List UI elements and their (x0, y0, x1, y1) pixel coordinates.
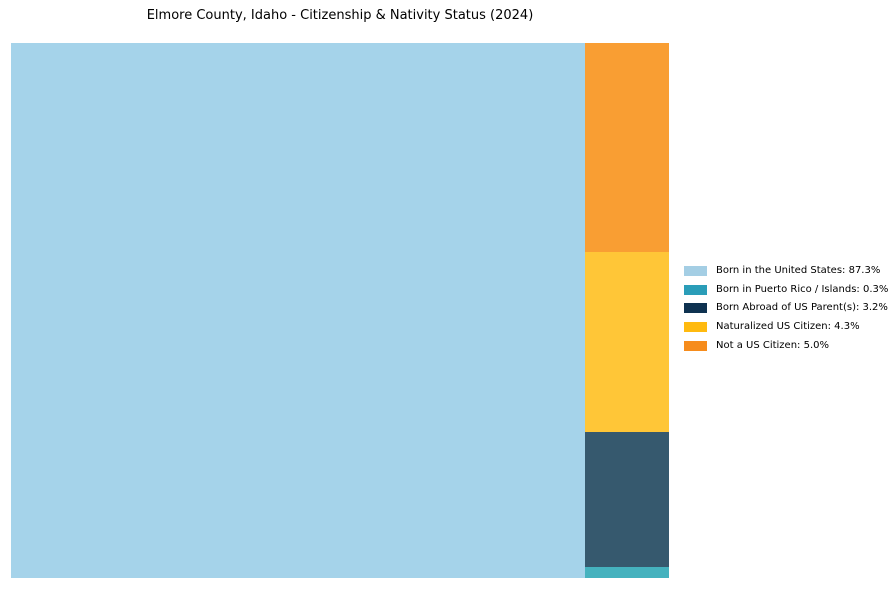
treemap-block-born-abroad-of-us-parents (585, 432, 669, 567)
legend-item-not-a-citizen: Not a US Citizen: 5.0% (684, 339, 888, 351)
legend-item-born-in-puerto-rico: Born in Puerto Rico / Islands: 0.3% (684, 283, 889, 295)
legend-label: Born in Puerto Rico / Islands: 0.3% (716, 283, 889, 295)
legend-swatch-icon (684, 284, 707, 295)
legend-label: Born Abroad of US Parent(s): 3.2% (716, 302, 888, 314)
legend-item-naturalized: Naturalized US Citizen: 4.3% (684, 321, 888, 333)
legend-label: Naturalized US Citizen: 4.3% (716, 321, 860, 333)
legend-swatch-icon (684, 340, 707, 351)
legend-swatch-icon (684, 266, 707, 276)
treemap-block-naturalized-us-citizen (585, 252, 669, 432)
legend-item-born-in-us: Born in the United States: 87.3% (684, 266, 888, 276)
treemap-block-born-in-puerto-rico-islands (585, 567, 669, 578)
legend-label: Born in the United States: 87.3% (716, 265, 881, 276)
treemap-block-born-in-us (11, 43, 585, 578)
legend-swatch-icon (684, 322, 707, 333)
chart-title: Elmore County, Idaho - Citizenship & Nat… (146, 8, 534, 23)
legend-item-born-abroad: Born Abroad of US Parent(s): 3.2% (684, 302, 888, 314)
treemap-block-not-a-us-citizen (585, 43, 669, 252)
legend-swatch-icon (684, 303, 707, 314)
legend: Born in the United States: 87.3% Born in… (684, 266, 888, 351)
treemap-plot-area (11, 43, 669, 578)
legend-label: Not a US Citizen: 5.0% (716, 339, 830, 351)
